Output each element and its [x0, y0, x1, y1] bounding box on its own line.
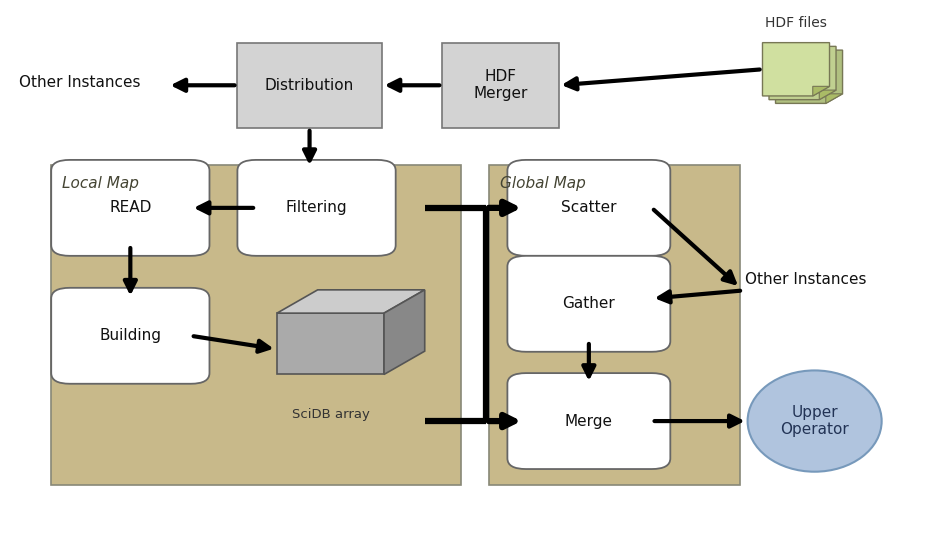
- Text: Scatter: Scatter: [561, 200, 616, 215]
- FancyBboxPatch shape: [507, 160, 670, 256]
- Text: READ: READ: [109, 200, 152, 215]
- Polygon shape: [769, 46, 836, 100]
- Text: Building: Building: [100, 328, 161, 343]
- Polygon shape: [826, 94, 843, 103]
- Polygon shape: [819, 90, 836, 100]
- Text: Merge: Merge: [565, 414, 613, 429]
- Ellipse shape: [748, 370, 882, 472]
- FancyBboxPatch shape: [51, 288, 209, 384]
- Text: Other Instances: Other Instances: [19, 75, 141, 90]
- Text: Other Instances: Other Instances: [745, 272, 867, 287]
- Text: Filtering: Filtering: [286, 200, 347, 215]
- Text: Local Map: Local Map: [62, 176, 140, 191]
- Text: Gather: Gather: [562, 296, 615, 311]
- FancyBboxPatch shape: [442, 43, 559, 128]
- Polygon shape: [776, 50, 843, 103]
- Text: Upper
Operator: Upper Operator: [780, 405, 849, 437]
- FancyBboxPatch shape: [507, 373, 670, 469]
- Text: HDF
Merger: HDF Merger: [473, 69, 528, 101]
- FancyBboxPatch shape: [237, 160, 396, 256]
- FancyBboxPatch shape: [507, 256, 670, 352]
- Text: HDF files: HDF files: [765, 16, 827, 30]
- Polygon shape: [813, 86, 830, 96]
- FancyBboxPatch shape: [489, 165, 740, 485]
- FancyBboxPatch shape: [237, 43, 382, 128]
- Text: Distribution: Distribution: [265, 78, 354, 93]
- FancyBboxPatch shape: [51, 165, 461, 485]
- Text: SciDB array: SciDB array: [291, 408, 370, 421]
- Polygon shape: [762, 43, 830, 96]
- Polygon shape: [384, 290, 425, 374]
- Polygon shape: [277, 313, 384, 374]
- Polygon shape: [277, 290, 425, 313]
- Text: Global Map: Global Map: [500, 176, 586, 191]
- FancyBboxPatch shape: [51, 160, 209, 256]
